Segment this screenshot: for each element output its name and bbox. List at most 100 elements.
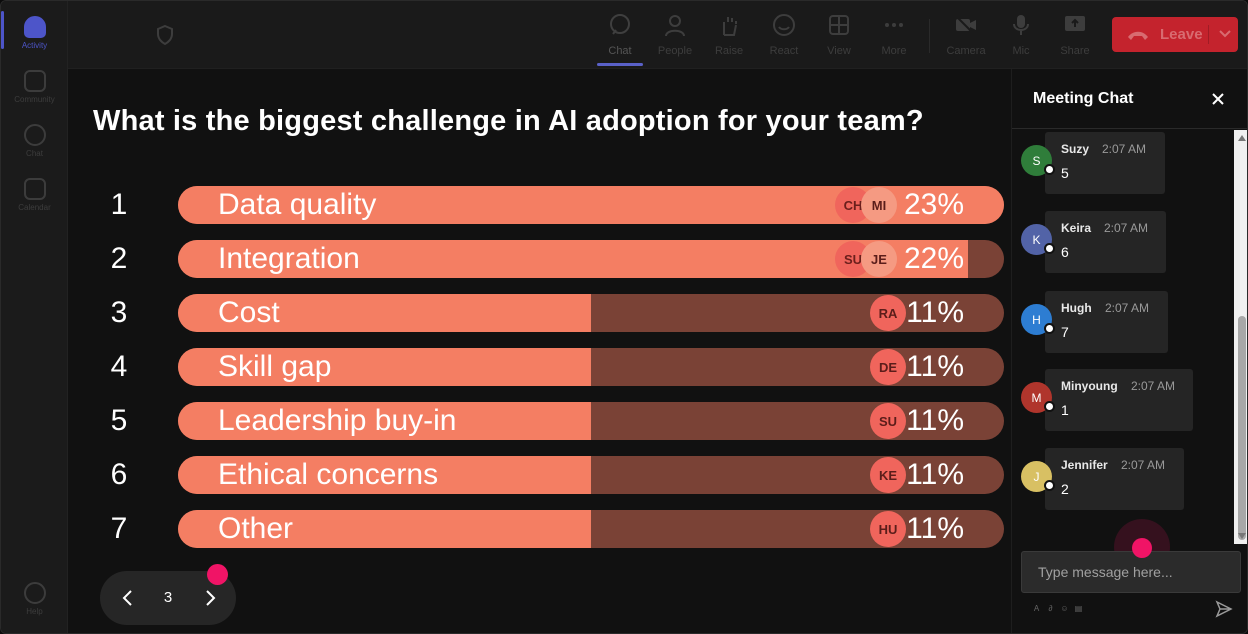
rail-item-community[interactable]: Community xyxy=(1,61,68,113)
voter-avatar: SU xyxy=(870,403,906,439)
message-time: 2:07 AM xyxy=(1131,379,1176,393)
option-bar: Cost RA 11% xyxy=(178,294,1004,332)
rail-item-label: Activity xyxy=(21,41,48,50)
raise-hand-button[interactable]: Raise xyxy=(704,11,754,61)
rail-item-label: Community xyxy=(14,95,55,104)
option-bar-fill xyxy=(178,348,591,386)
react-button[interactable]: React xyxy=(759,11,809,61)
sender-name: Hugh xyxy=(1061,301,1092,315)
leave-button[interactable]: Leave xyxy=(1112,17,1238,52)
chevron-left-icon[interactable] xyxy=(118,588,138,608)
pointer-marker xyxy=(207,564,228,585)
meeting-chat-panel: Meeting Chat Suzy 2:07 AM 5 S Keira 2:07 AM 6 K… xyxy=(1011,69,1247,633)
chat-button[interactable]: Chat xyxy=(595,11,645,61)
bell-icon xyxy=(23,16,46,38)
pointer-marker xyxy=(1132,538,1152,558)
community-icon xyxy=(23,70,46,92)
smiley-icon xyxy=(773,14,795,36)
avatar-initial: M xyxy=(1031,390,1042,405)
sender-avatar: H xyxy=(1021,304,1055,335)
rail-item-activity[interactable]: Activity xyxy=(1,7,68,59)
presence-dot xyxy=(1044,323,1055,334)
option-percent: 22% xyxy=(903,242,964,275)
rail-item-help[interactable]: Help xyxy=(1,573,68,625)
page-number: 3 xyxy=(163,589,173,606)
view-button[interactable]: View xyxy=(814,11,864,61)
option-label: Other xyxy=(218,512,294,545)
send-icon[interactable] xyxy=(1215,600,1233,618)
voter-avatar: RA xyxy=(870,295,906,331)
presence-dot xyxy=(1044,480,1055,491)
option-bar: Integration SU JE 22% xyxy=(178,240,1004,278)
sender-avatar: S xyxy=(1021,145,1055,176)
option-bar-fill xyxy=(178,294,591,332)
message-time: 2:07 AM xyxy=(1121,458,1166,472)
poll-option-row: 6 Ethical concerns KE 11% xyxy=(101,456,1006,494)
person-icon xyxy=(665,15,685,37)
rail-item-calendar[interactable]: Calendar xyxy=(1,169,68,221)
gif-icon[interactable]: ▤ xyxy=(1074,604,1083,613)
rail-item-label: Help xyxy=(26,607,43,616)
close-icon[interactable] xyxy=(1210,91,1226,107)
sender-name: Suzy xyxy=(1061,142,1090,156)
voter-avatar: KE xyxy=(870,457,906,493)
option-bar: Leadership buy-in SU 11% xyxy=(178,402,1004,440)
hand-icon xyxy=(723,17,737,36)
voter-avatar: JE xyxy=(861,241,897,277)
presence-dot xyxy=(1044,164,1055,175)
react-button-label: React xyxy=(769,45,799,57)
option-bar-fill xyxy=(178,402,591,440)
scroll-up-arrow-icon[interactable] xyxy=(1238,135,1246,141)
option-label: Cost xyxy=(218,296,280,329)
chevron-right-icon[interactable] xyxy=(200,588,220,608)
option-percent: 11% xyxy=(906,350,964,383)
grid-icon xyxy=(829,15,849,35)
voter-avatar: HU xyxy=(870,511,906,547)
chat-message: Suzy 2:07 AM 5 xyxy=(1045,132,1165,194)
voter-avatar: MI xyxy=(861,187,897,223)
rail-item-label: Calendar xyxy=(18,203,51,212)
poll-option-row: 2 Integration SU JE 22% xyxy=(101,240,1006,278)
message-text: 2 xyxy=(1061,481,1069,497)
message-time: 2:07 AM xyxy=(1102,142,1147,156)
camera-off-icon xyxy=(955,15,976,36)
shield-icon[interactable] xyxy=(156,25,174,45)
sender-avatar: K xyxy=(1021,224,1055,255)
share-button[interactable]: Share xyxy=(1050,11,1100,61)
chat-scrollbar[interactable] xyxy=(1234,130,1247,544)
people-button-label: People xyxy=(657,45,693,57)
mic-button[interactable]: Mic xyxy=(996,11,1046,61)
option-number: 3 xyxy=(110,296,128,329)
option-label: Leadership buy-in xyxy=(218,404,457,437)
attach-icon[interactable]: ∂ xyxy=(1048,604,1053,613)
rail-item-chat[interactable]: Chat xyxy=(1,115,68,167)
avatar-initial: H xyxy=(1032,312,1041,327)
format-text-icon[interactable]: A xyxy=(1033,604,1040,613)
avatar-initial: S xyxy=(1032,153,1041,168)
scroll-thumb[interactable] xyxy=(1238,316,1246,540)
mic-button-label: Mic xyxy=(1012,45,1030,57)
option-bar: Skill gap DE 11% xyxy=(178,348,1004,386)
people-button[interactable]: People xyxy=(650,11,700,61)
chat-message: Minyoung 2:07 AM 1 xyxy=(1045,369,1193,431)
chevron-down-icon[interactable] xyxy=(1218,28,1232,40)
chat-message: Jennifer 2:07 AM 2 xyxy=(1045,448,1184,510)
raise-button-label: Raise xyxy=(714,45,744,57)
scroll-down-arrow-icon[interactable] xyxy=(1238,533,1246,539)
camera-button[interactable]: Camera xyxy=(941,11,991,61)
option-label: Skill gap xyxy=(218,350,332,383)
option-number: 2 xyxy=(110,242,128,275)
poll-option-row: 3 Cost RA 11% xyxy=(101,294,1006,332)
toolbar-divider xyxy=(929,19,930,53)
view-button-label: View xyxy=(827,45,851,57)
avatar-initial: J xyxy=(1033,469,1040,484)
option-number: 1 xyxy=(110,188,128,221)
rail-item-label: Chat xyxy=(26,149,43,158)
chat-message-input[interactable] xyxy=(1021,551,1241,593)
emoji-icon[interactable]: ☺ xyxy=(1060,604,1069,613)
more-button[interactable]: More xyxy=(869,11,919,61)
option-bar-fill xyxy=(178,510,591,548)
message-text: 1 xyxy=(1061,402,1069,418)
option-label: Integration xyxy=(218,242,360,275)
